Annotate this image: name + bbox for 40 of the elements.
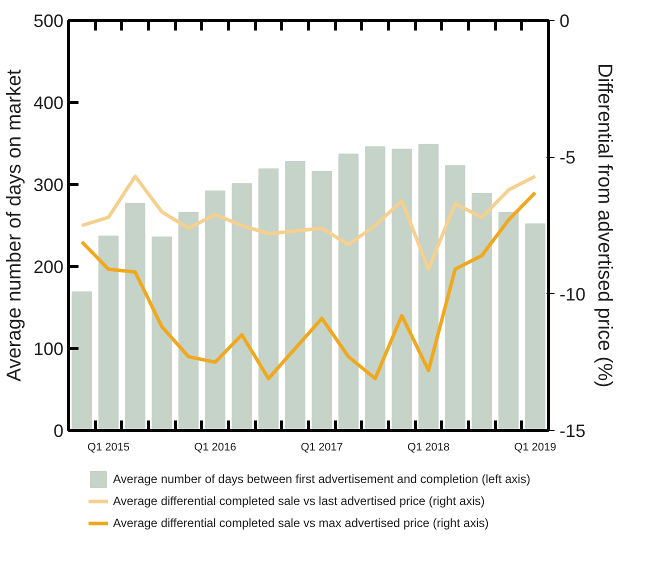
y-axis-title: Average number of days on market bbox=[3, 69, 26, 382]
bar bbox=[418, 144, 439, 430]
legend-label: Average number of days between first advertisement and completion (left axis) bbox=[113, 472, 530, 486]
bar bbox=[445, 165, 466, 430]
y-tick-label: 0 bbox=[53, 421, 64, 441]
bar bbox=[312, 170, 332, 430]
bar bbox=[392, 148, 412, 430]
bar bbox=[285, 161, 306, 430]
y2-tick-label: 0 bbox=[560, 11, 570, 31]
y-tick-label: 400 bbox=[33, 93, 64, 113]
legend-label: Average differential completed sale vs max advertised price (right axis) bbox=[113, 516, 489, 530]
bar bbox=[472, 193, 492, 430]
bar bbox=[152, 236, 172, 430]
x-tick-label: Q1 2015 bbox=[87, 442, 130, 454]
bar bbox=[98, 236, 119, 430]
x-tick-label: Q1 2016 bbox=[194, 442, 236, 454]
x-tick-label: Q1 2019 bbox=[514, 442, 556, 454]
y2-tick-label: -15 bbox=[560, 421, 586, 441]
bar bbox=[498, 212, 519, 430]
line-series bbox=[80, 190, 537, 380]
bar bbox=[205, 190, 226, 430]
bar bbox=[178, 212, 199, 430]
bar bbox=[125, 202, 146, 430]
bar bbox=[72, 291, 92, 430]
bar bbox=[258, 168, 279, 430]
bar bbox=[232, 183, 252, 430]
line-series bbox=[80, 174, 537, 271]
bar bbox=[525, 223, 546, 430]
legend-label: Average differential completed sale vs last advertised price (right axis) bbox=[113, 494, 485, 508]
bar bbox=[338, 154, 359, 430]
y2-axis-title: Differential from advertised price (%) bbox=[594, 63, 616, 388]
y2-tick-label: -5 bbox=[560, 148, 576, 168]
x-tick-label: Q1 2017 bbox=[300, 442, 343, 454]
y-tick-label: 500 bbox=[33, 11, 64, 31]
bar bbox=[365, 146, 386, 430]
y-tick-label: 200 bbox=[33, 257, 64, 277]
y-tick-label: 300 bbox=[33, 175, 64, 195]
y2-tick-label: -10 bbox=[560, 284, 586, 304]
x-tick-label: Q1 2018 bbox=[407, 442, 450, 454]
y-tick-label: 100 bbox=[33, 339, 64, 359]
